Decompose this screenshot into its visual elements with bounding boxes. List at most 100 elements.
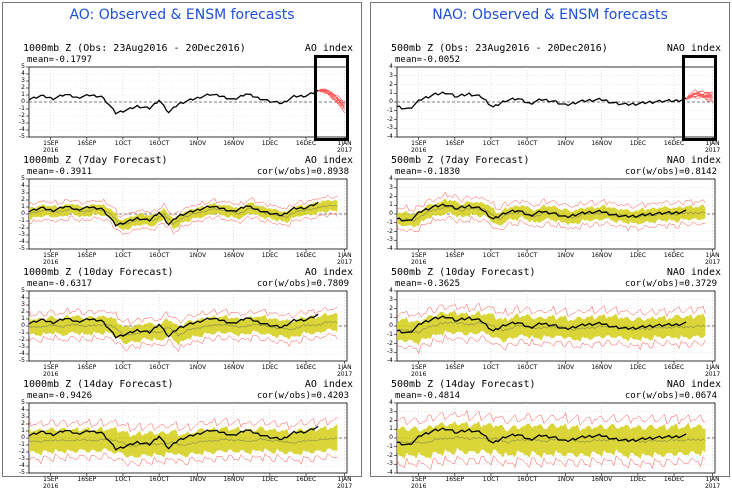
x-tick-label: 16DEC xyxy=(295,364,317,371)
x-tick-label: 16SEP xyxy=(445,140,465,147)
y-tick-label: -3 xyxy=(387,460,393,468)
ensemble-member-line xyxy=(685,89,713,100)
observed-line xyxy=(396,315,687,334)
y-tick-label: 0 xyxy=(389,322,393,329)
x-tick-label: 1NOV xyxy=(557,252,575,259)
chart-3: 500mb Z (14day Forecast) NAO index -4 -3 -2-… xyxy=(371,379,731,490)
mean-label: mean=-0.3625 xyxy=(395,279,461,289)
y-tick-label: 3 xyxy=(389,407,393,415)
x-tick-label: 1NOV xyxy=(557,140,575,147)
ensemble-spread-band xyxy=(29,312,338,346)
panel-title: NAO: Observed & ENSM forecasts xyxy=(432,7,668,23)
chart-index-label: NAO index xyxy=(666,379,721,390)
y-tick-label: -3 xyxy=(387,236,393,244)
x-tick-label: 1NOV xyxy=(557,476,575,483)
y-tick-label: -1 xyxy=(387,330,393,338)
x-tick-label: 1JAN 2017 xyxy=(704,252,721,266)
x-tick-label: 16OCT xyxy=(148,140,170,147)
y-tick-label: 1 xyxy=(21,91,25,98)
x-tick-label: 16SEP xyxy=(445,252,465,259)
y-tick-label: 0 xyxy=(389,434,393,441)
ensemble-member-line xyxy=(685,91,713,102)
chart-3: 1000mb Z (14day Forecast) AO index -5 -4 -3-… xyxy=(3,379,363,490)
x-tick-label: 16DEC xyxy=(663,364,685,371)
x-tick-label: 1DEC xyxy=(261,364,279,371)
chart-title: 500mb Z (Obs: 23Aug2016 - 20Dec2016) xyxy=(391,43,608,54)
x-tick-label: 16NOV xyxy=(591,140,613,147)
observed-line xyxy=(396,91,687,110)
plot xyxy=(394,290,716,364)
x-tick-label: 1JAN 2017 xyxy=(336,476,353,490)
x-tick-label: 16OCT xyxy=(516,140,538,147)
observed-line xyxy=(396,203,687,222)
plot xyxy=(394,66,716,140)
y-tick-label: -4 xyxy=(387,469,393,476)
y-tick-label: 3 xyxy=(389,71,393,79)
y-tick-label: 2 xyxy=(389,192,393,200)
x-tick-label: 16OCT xyxy=(516,364,538,371)
x-tick-label: 1DEC xyxy=(629,140,647,147)
mean-label: mean=-0.1797 xyxy=(27,55,93,65)
ensemble-envelope-upper xyxy=(396,302,706,319)
y-tick-label: 3 xyxy=(21,413,25,420)
ensemble-member-line xyxy=(318,90,345,107)
mean-label: mean=-0.4814 xyxy=(395,391,461,401)
correlation-label: cor(w/obs)=0.8142 xyxy=(624,167,717,177)
x-tick-label: 1SEP 2016 xyxy=(43,252,59,266)
x-tick-label: 1JAN 2017 xyxy=(704,140,721,154)
chart-2: 1000mb Z (10day Forecast) AO index -5 -4 -3-… xyxy=(3,267,363,378)
x-tick-label: 16OCT xyxy=(516,252,538,259)
y-tick-label: 4 xyxy=(389,175,393,182)
x-tick-label: 1OCT xyxy=(114,140,132,147)
panel-title: AO: Observed & ENSM forecasts xyxy=(69,7,295,23)
y-tick-label: -4 xyxy=(19,126,25,133)
y-tick-label: -1 xyxy=(387,442,393,450)
y-tick-label: -5 xyxy=(19,357,25,364)
y-tick-label: 5 xyxy=(21,63,25,70)
y-tick-label: -5 xyxy=(19,469,25,476)
y-tick-label: 5 xyxy=(21,287,25,294)
ensemble-envelope-lower xyxy=(28,333,338,353)
y-tick-label: 1 xyxy=(21,315,25,322)
y-tick-label: -3 xyxy=(387,124,393,132)
y-tick-label: 4 xyxy=(389,399,393,406)
chart-title: 1000mb Z (10day Forecast) xyxy=(23,267,174,278)
x-tick-label: 16SEP xyxy=(77,476,97,483)
y-tick-label: -2 xyxy=(387,339,393,347)
nao-panel: NAO: Observed & ENSM forecasts 500mb Z (… xyxy=(370,2,731,490)
y-tick-label: -2 xyxy=(19,112,25,119)
y-tick-label: 4 xyxy=(21,294,25,301)
chart-index-label: NAO index xyxy=(666,155,721,166)
y-tick-label: 3 xyxy=(21,77,25,84)
chart-title: 1000mb Z (Obs: 23Aug2016 - 20Dec2016) xyxy=(23,43,246,54)
y-tick-label: 3 xyxy=(389,295,393,303)
chart-title: 1000mb Z (14day Forecast) xyxy=(23,379,174,390)
y-tick-label: -2 xyxy=(387,451,393,459)
ensemble-mean-line xyxy=(28,321,338,337)
mean-label: mean=-0.9426 xyxy=(27,391,93,401)
ensemble-envelope-upper xyxy=(28,417,338,433)
chart-0: 500mb Z (Obs: 23Aug2016 - 20Dec2016) NAO … xyxy=(371,43,731,154)
x-tick-label: 16DEC xyxy=(295,252,317,259)
y-tick-label: 4 xyxy=(389,287,393,294)
chart-index-label: AO index xyxy=(304,155,353,166)
forecast-highlight-box xyxy=(682,55,717,141)
x-tick-label: 1OCT xyxy=(114,476,132,483)
y-tick-label: 3 xyxy=(21,301,25,308)
x-tick-label: 16DEC xyxy=(295,140,317,147)
y-tick-label: 1 xyxy=(389,425,393,433)
x-tick-label: 16NOV xyxy=(591,476,613,483)
y-tick-label: -1 xyxy=(19,441,25,448)
x-tick-label: 16NOV xyxy=(223,252,245,259)
x-tick-label: 1JAN 2017 xyxy=(704,364,721,378)
y-tick-label: -2 xyxy=(387,115,393,123)
ensemble-member-line xyxy=(318,89,345,109)
y-tick-label: -2 xyxy=(19,224,25,231)
x-tick-label: 1OCT xyxy=(482,252,500,259)
x-tick-label: 1DEC xyxy=(261,140,279,147)
x-tick-label: 1SEP 2016 xyxy=(43,364,59,378)
y-tick-label: 2 xyxy=(389,80,393,88)
chart-title: 500mb Z (7day Forecast) xyxy=(391,155,530,166)
plot xyxy=(26,290,348,364)
x-tick-label: 1SEP 2016 xyxy=(411,364,427,378)
